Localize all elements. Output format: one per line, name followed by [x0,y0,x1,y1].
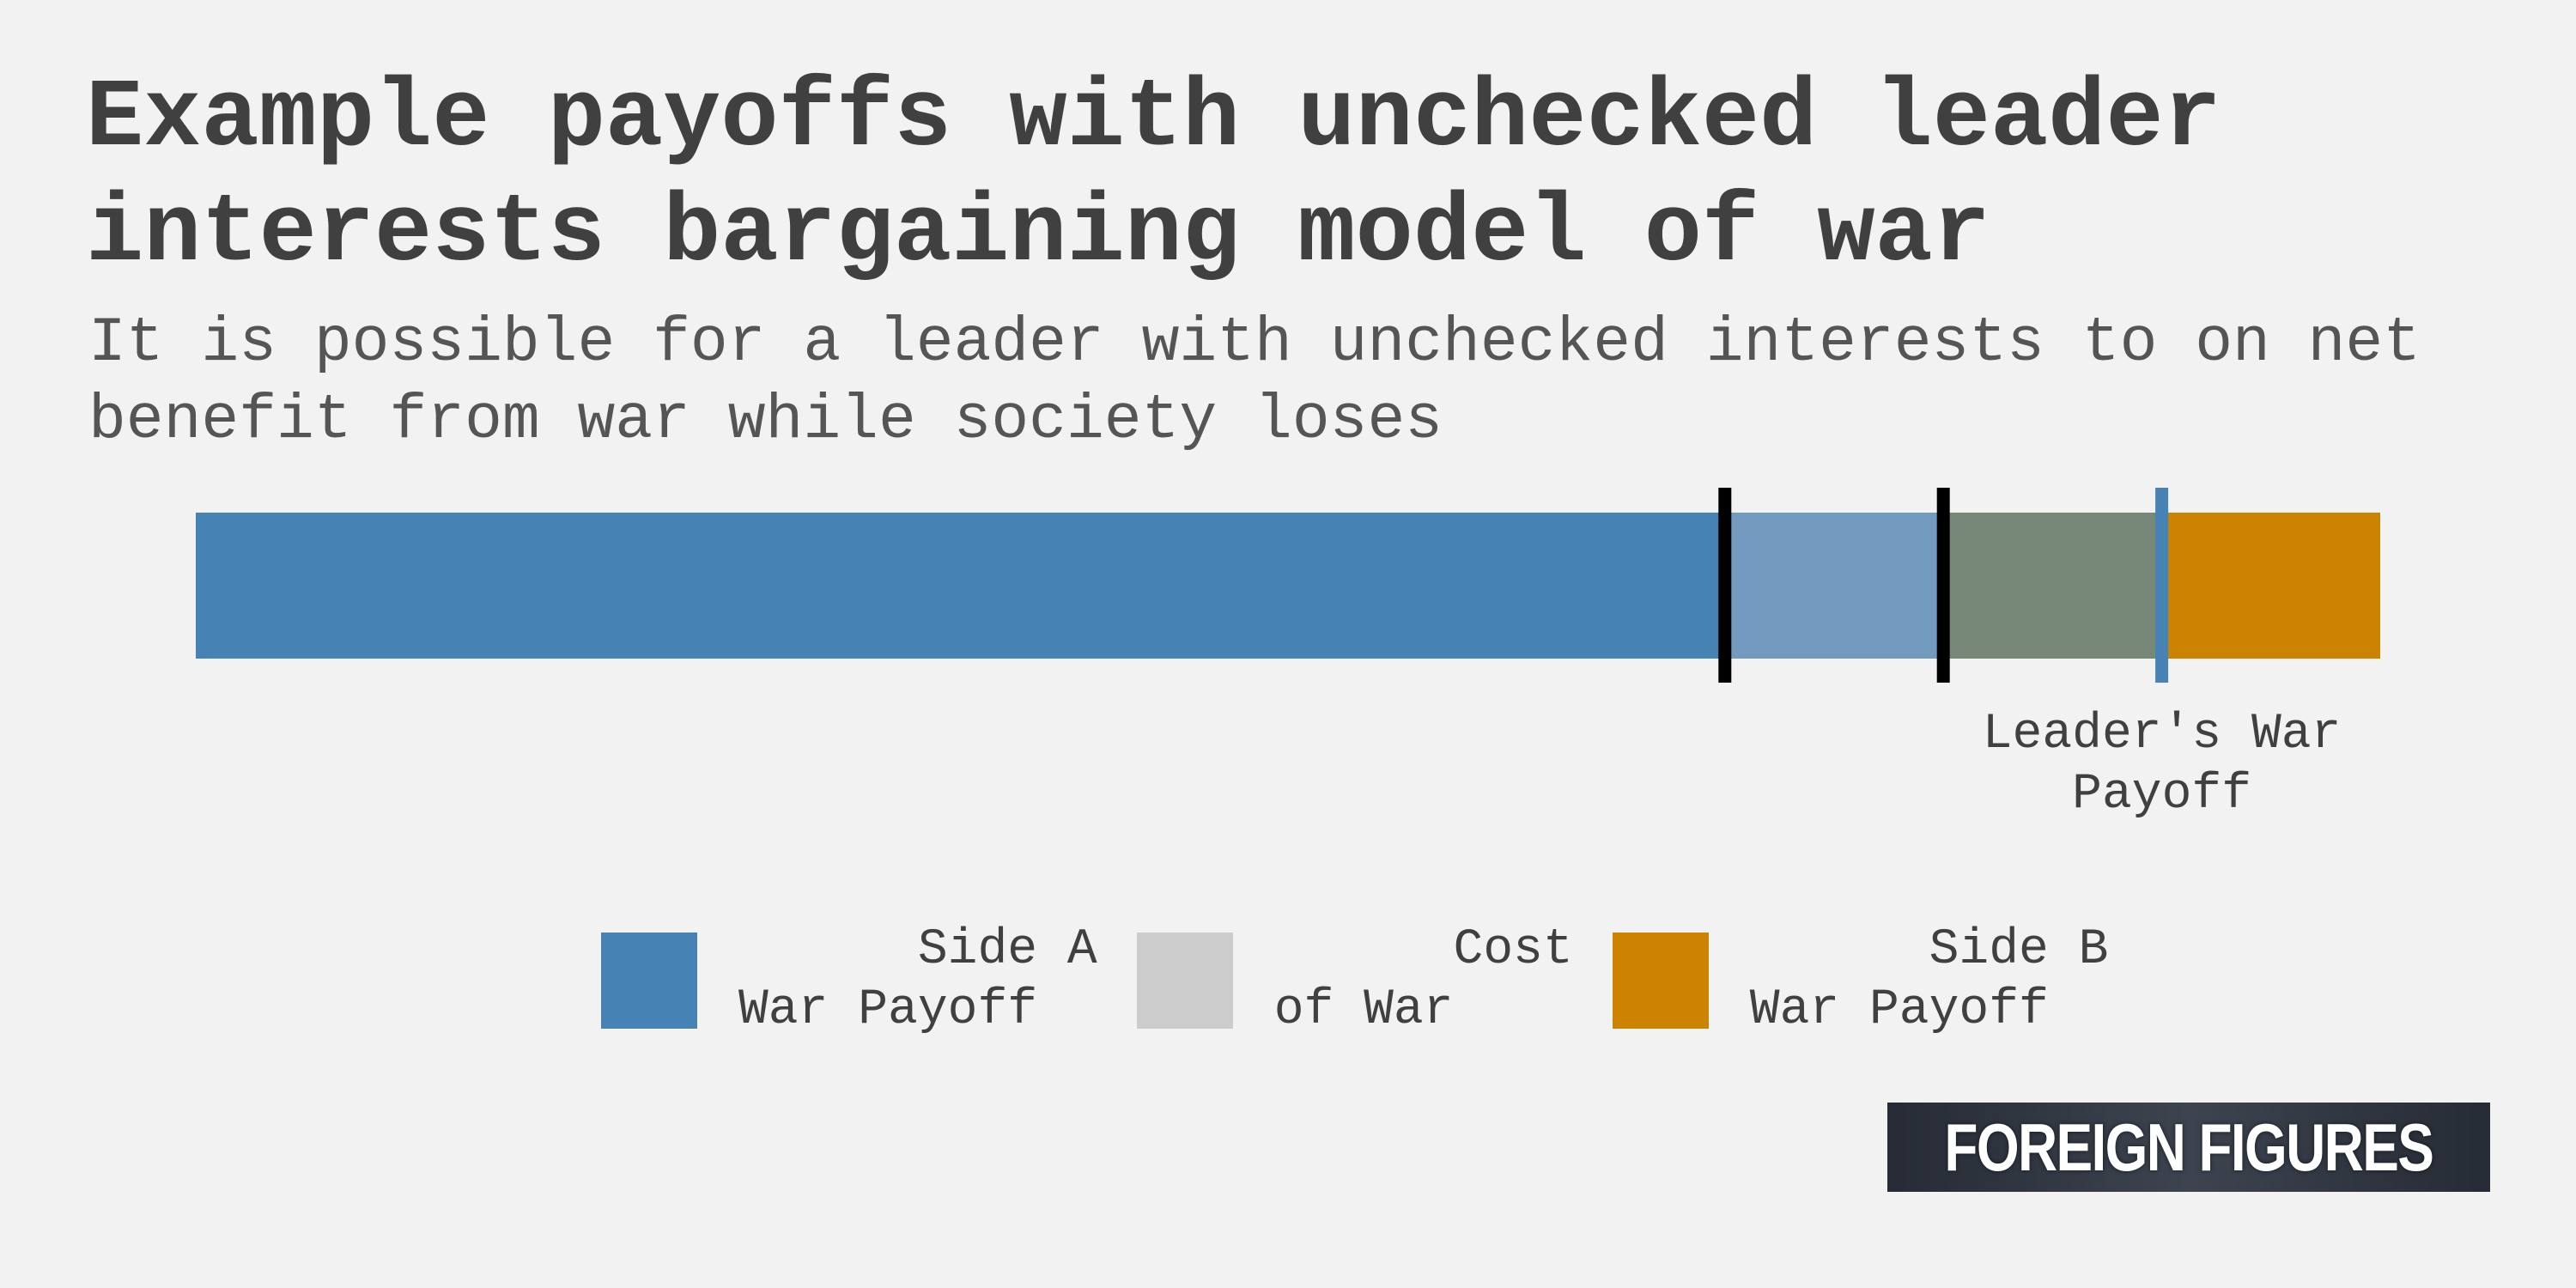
legend-swatch-cost-of-war [1136,933,1233,1029]
bar-markers: Leader's War Payoff [1718,488,2342,823]
legend-swatch-side-b [1612,933,1709,1029]
legend-item-cost-of-war: Cost of War [1136,860,1573,1101]
bar-segment-3 [1943,513,2162,659]
legend-label-side-b: Side B War Payoff [1749,922,2109,1038]
legend-item-side-a: Side A War Payoff [601,860,1097,1101]
foreign-figures-logo: FOREIGN FIGURES [1887,1103,2490,1192]
legend-item-side-b: Side B War Payoff [1612,860,2109,1101]
bar-segment-1 [196,513,1725,659]
bar-segment-2 [1724,513,1944,659]
leader-war-payoff-label: Leader's War Payoff [1983,707,2342,823]
chart-subtitle: It is possible for a leader with uncheck… [88,307,2421,456]
legend-swatch-side-a [601,933,697,1029]
chart-title: Example payoffs with unchecked leader in… [86,64,2221,289]
legend-label-side-a: Side A War Payoff [738,922,1097,1038]
logo-text: FOREIGN FIGURES [1944,1109,2434,1185]
legend-label-cost-of-war: Cost of War [1273,922,1573,1038]
bar-segments [196,513,2380,659]
legend: Side A War Payoff Cost of War Side B War Pa… [601,920,2148,1041]
bar-segment-4 [2161,513,2380,659]
